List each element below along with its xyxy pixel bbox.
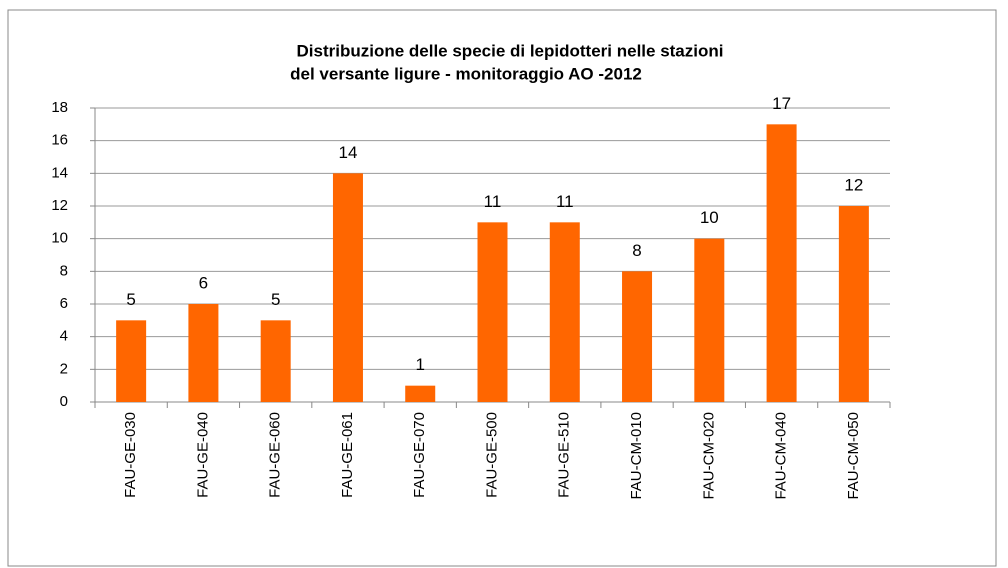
x-tick-label: FAU-GE-030 [122,412,139,498]
data-label: 5 [271,290,280,309]
bar [477,222,508,402]
bar [622,271,653,402]
x-tick-label: FAU-GE-060 [267,412,284,498]
bar [260,320,291,402]
x-tick-label: FAU-GE-070 [411,412,428,498]
y-tick-label: 10 [51,230,68,247]
x-tick-label: FAU-GE-040 [194,412,211,498]
bar [188,304,219,402]
x-tick-label: FAU-CM-040 [773,412,790,500]
data-label: 8 [632,241,641,260]
y-tick-label: 0 [60,393,68,410]
bar [694,238,725,402]
bar [116,320,147,402]
data-label: 17 [772,94,791,113]
bar [766,124,797,402]
data-label: 1 [415,355,424,374]
y-tick-label: 12 [51,197,68,214]
x-tick-label: FAU-CM-020 [700,412,717,500]
x-tick-label: FAU-GE-510 [556,412,573,498]
x-tick-label: FAU-GE-500 [483,412,500,498]
data-label: 14 [338,143,357,162]
y-tick-label: 2 [60,360,68,377]
data-label: 11 [484,192,502,211]
y-tick-label: 14 [51,164,68,181]
bar [838,206,869,402]
y-tick-label: 16 [51,132,68,149]
data-label: 12 [844,175,863,194]
bar [405,385,436,402]
chart-title: del versante ligure - monitoraggio AO -2… [290,64,642,83]
bar [332,173,363,402]
y-tick-label: 4 [60,328,68,345]
x-tick-label: FAU-CM-010 [628,412,645,500]
data-label: 5 [126,290,135,309]
frame [7,9,997,567]
data-label: 11 [556,192,574,211]
y-tick-label: 8 [60,262,68,279]
x-tick-label: FAU-CM-050 [845,412,862,500]
x-tick-label: FAU-GE-061 [339,412,356,498]
y-tick-label: 18 [51,99,68,116]
data-label: 6 [199,273,208,292]
bar [549,222,580,402]
y-tick-label: 6 [60,295,68,312]
data-label: 10 [700,208,719,227]
chart-title: Distribuzione delle specie di lepidotter… [297,41,724,60]
